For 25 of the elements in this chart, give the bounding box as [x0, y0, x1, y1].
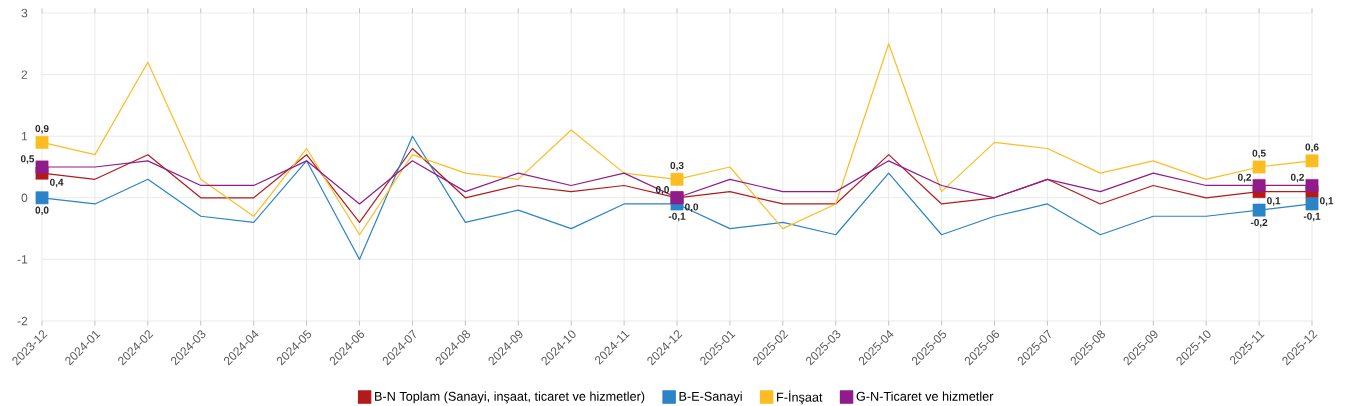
data-label: 0,0: [685, 203, 699, 212]
y-tick-label: -1: [17, 255, 28, 264]
y-tick-label: 3: [21, 8, 28, 18]
legend-label: B-E-Sanayi: [679, 391, 742, 404]
data-label: -0,1: [1303, 212, 1321, 222]
y-tick-label: 0: [21, 193, 28, 203]
data-label: 0,4: [50, 178, 64, 188]
legend-label: B-N Toplam (Sanayi, inşaat, ticaret ve hizmetler): [375, 391, 645, 404]
y-tick-label: 1: [22, 132, 28, 141]
data-label: 0,6: [1305, 143, 1319, 153]
y-tick-label: 2: [21, 70, 28, 79]
data-label: 0,9: [35, 125, 49, 134]
y-tick-label: -2: [17, 316, 28, 326]
legend-label: G-N-Ticaret ve hizmetler: [856, 391, 994, 401]
data-label: 0,2: [1290, 173, 1304, 183]
data-label: 0,1: [1267, 197, 1281, 206]
data-label: 0,1: [1319, 197, 1334, 206]
data-label: 0,0: [35, 206, 49, 216]
data-label: -0,2: [1250, 218, 1268, 228]
data-label: 0,5: [1252, 149, 1266, 159]
data-label: 0,3: [670, 161, 684, 171]
data-label: 0,5: [20, 155, 35, 164]
data-label: -0,1: [668, 212, 686, 222]
data-label: 0,2: [1237, 173, 1252, 183]
legend-label: F-İnşaat: [777, 390, 823, 405]
